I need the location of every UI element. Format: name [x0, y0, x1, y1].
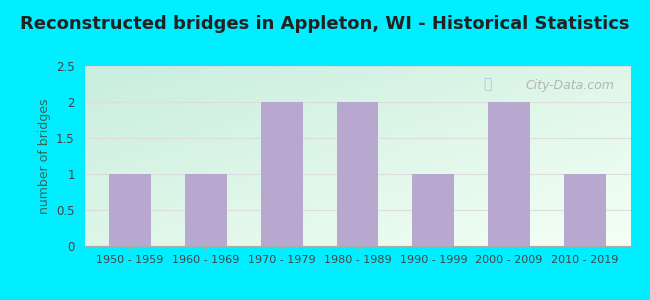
Bar [413, 174, 454, 246]
Bar [488, 102, 530, 246]
Bar [337, 102, 378, 246]
Text: Reconstructed bridges in Appleton, WI - Historical Statistics: Reconstructed bridges in Appleton, WI - … [20, 15, 630, 33]
Bar [109, 174, 151, 246]
Text: ⓘ: ⓘ [483, 77, 491, 91]
Bar [564, 174, 606, 246]
Bar [185, 174, 227, 246]
Y-axis label: number of bridges: number of bridges [38, 98, 51, 214]
Text: City-Data.com: City-Data.com [525, 79, 614, 92]
Bar [261, 102, 302, 246]
